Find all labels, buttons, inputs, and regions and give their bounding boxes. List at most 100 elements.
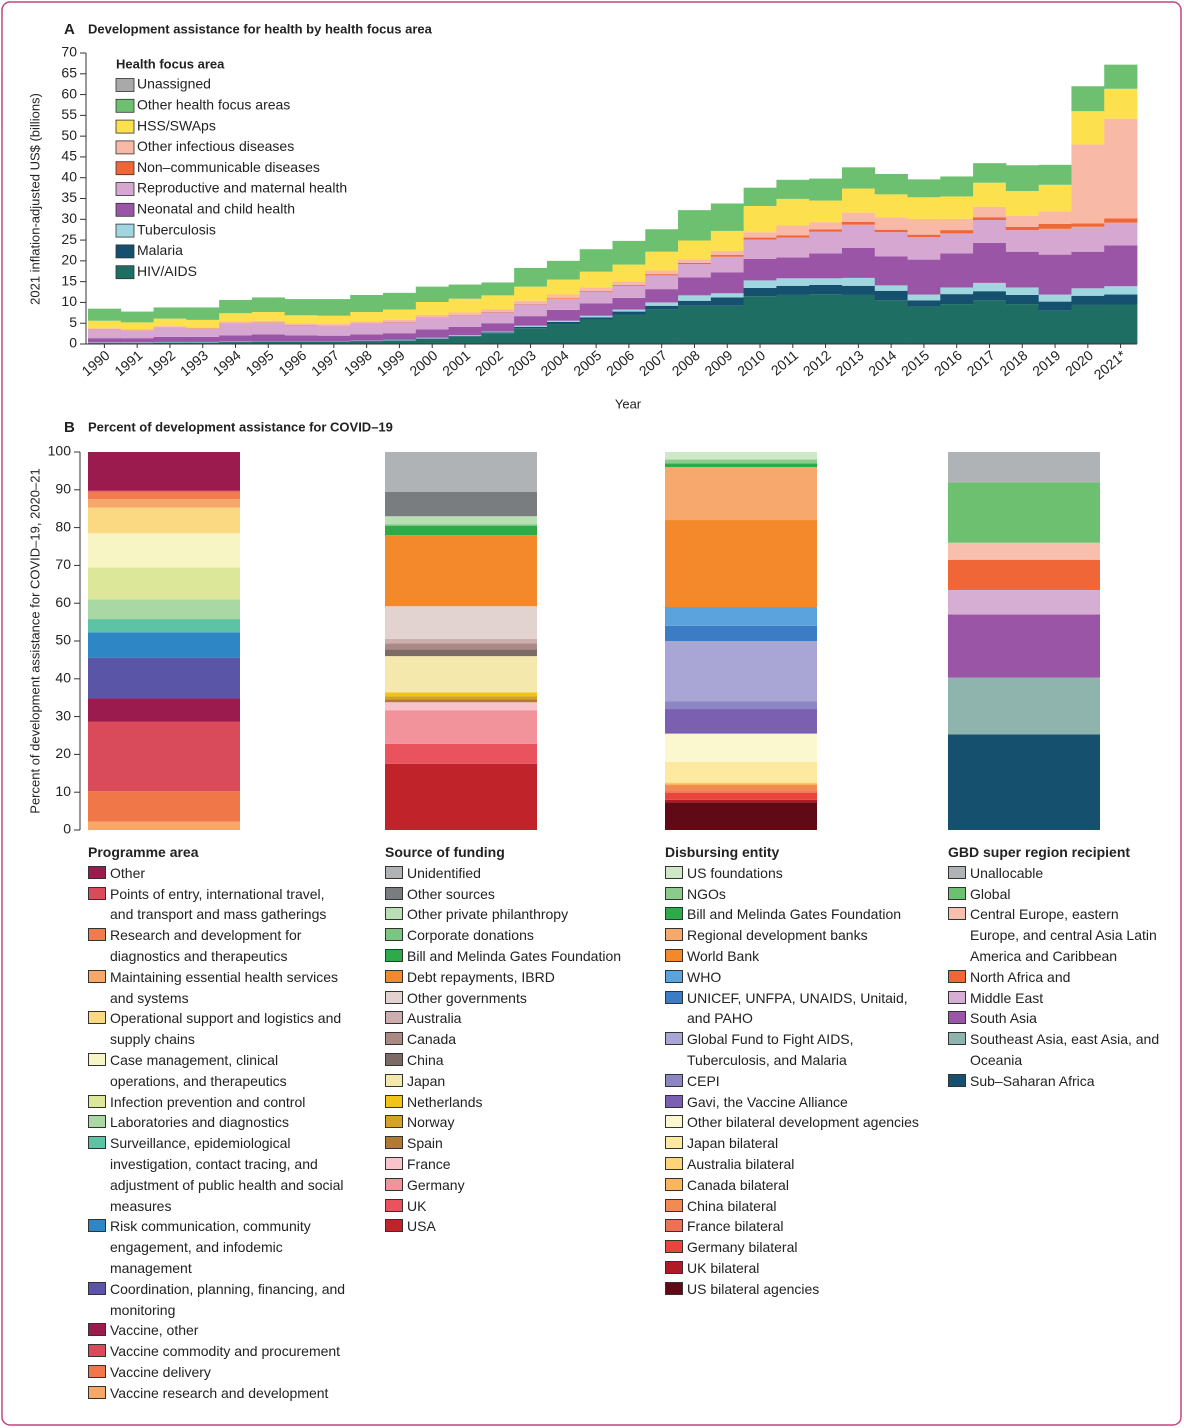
legend-swatch	[665, 865, 683, 879]
legend-swatch	[385, 990, 403, 1004]
area-segment	[874, 285, 908, 291]
area-segment	[874, 229, 908, 233]
legend-swatch	[665, 928, 683, 942]
area-segment	[350, 334, 384, 341]
bar-segment	[665, 606, 817, 626]
bar-segment	[665, 761, 817, 783]
area-segment	[612, 311, 646, 315]
legend-entry: WHO	[665, 967, 927, 988]
legend-entry: Gavi, the Vaccine Alliance	[665, 1092, 927, 1113]
area-segment	[383, 322, 417, 334]
x-tick-label: 2008	[669, 347, 703, 379]
area-segment	[1038, 223, 1072, 229]
area-segment	[415, 314, 449, 318]
area-segment	[481, 332, 515, 334]
legend-swatch	[665, 1281, 683, 1295]
area-segment	[1104, 88, 1138, 119]
legend-label: Operational support and logistics and su…	[110, 1010, 342, 1048]
legend-label: Other health focus areas	[137, 97, 290, 113]
legend-entry: Netherlands	[385, 1092, 647, 1113]
area-segment	[710, 305, 745, 344]
area-segment	[645, 302, 679, 306]
y-tick-label: 90	[55, 481, 71, 497]
area-segment	[612, 284, 646, 286]
area-segment	[1038, 211, 1072, 224]
area-segment	[1071, 223, 1105, 227]
x-tick-label: 2011	[768, 347, 802, 379]
y-tick-label: 70	[61, 44, 77, 60]
legend-entry: Regional development banks	[665, 925, 927, 946]
area-segment	[710, 293, 745, 298]
area-segment	[973, 217, 1007, 221]
legend-entry: US bilateral agencies	[665, 1279, 927, 1300]
area-segment	[1005, 191, 1040, 216]
x-tick-label: 1990	[79, 347, 113, 379]
area-segment	[88, 320, 122, 329]
legend-label: CEPI	[687, 1072, 720, 1089]
legend-label: Vaccine, other	[110, 1322, 199, 1339]
area-segment	[612, 314, 646, 344]
legend-swatch	[385, 1156, 403, 1170]
legend-swatch	[385, 969, 403, 983]
area-segment	[809, 200, 843, 223]
legend-swatch	[385, 1219, 403, 1233]
legend-entry: Canada bilateral	[665, 1175, 927, 1196]
area-segment	[776, 294, 810, 344]
area-segment	[186, 327, 220, 329]
area-segment	[973, 300, 1007, 344]
area-segment	[219, 313, 253, 322]
legend-label: Research and development for diagnostics…	[110, 927, 302, 964]
area-segment	[809, 294, 843, 344]
legend-swatch	[115, 223, 135, 238]
area-segment	[514, 325, 548, 327]
area-segment	[1038, 164, 1072, 185]
legend-entry: Bill and Melinda Gates Foundation	[385, 946, 647, 967]
area-segment	[1038, 310, 1072, 344]
legend-entry: North Africa and	[948, 967, 1170, 988]
area-segment	[219, 299, 253, 314]
legend-label: Maintaining essential health services an…	[110, 968, 339, 1006]
x-tick-label: 2020	[1062, 347, 1096, 379]
area-segment	[579, 303, 613, 316]
x-tick-label: 2019	[1029, 347, 1063, 379]
area-segment	[874, 232, 908, 257]
area-segment	[809, 178, 843, 201]
legend-swatch	[88, 1136, 106, 1150]
legend-entry: South Asia	[948, 1008, 1170, 1029]
legend-label: Neonatal and child health	[137, 201, 295, 217]
area-segment	[612, 297, 646, 310]
legend-label: Reproductive and maternal health	[137, 180, 347, 196]
area-segment	[579, 249, 613, 272]
area-segment	[153, 326, 187, 328]
legend-label: USA	[407, 1218, 436, 1235]
legend-label: Debt repayments, IBRD	[407, 968, 555, 985]
bar-segment	[385, 535, 537, 607]
legend-entry: Case management, clinical operations, an…	[88, 1050, 350, 1092]
legend-swatch	[88, 865, 106, 879]
legend-swatch	[88, 1385, 106, 1399]
area-segment	[579, 287, 613, 292]
area-segment	[973, 291, 1007, 301]
area-segment	[678, 305, 712, 344]
area-segment	[415, 339, 449, 344]
legend-swatch	[665, 1094, 683, 1108]
area-segment	[612, 264, 646, 282]
legend-swatch	[665, 907, 683, 921]
area-segment	[940, 176, 974, 197]
legend-entry: Australia bilateral	[665, 1154, 927, 1175]
area-segment	[776, 225, 810, 236]
area-segment	[153, 327, 187, 337]
legend-label: China bilateral	[687, 1197, 777, 1214]
x-axis-label: Year	[615, 396, 642, 411]
legend-swatch	[88, 1094, 106, 1108]
area-segment	[743, 237, 777, 240]
legend-title: GBD super region recipient	[948, 844, 1131, 860]
area-segment	[1005, 251, 1040, 288]
area-segment	[973, 163, 1007, 183]
area-segment	[841, 224, 876, 248]
legend-entry: World Bank	[665, 946, 927, 967]
area-segment	[481, 295, 515, 310]
legend-swatch	[115, 140, 135, 155]
